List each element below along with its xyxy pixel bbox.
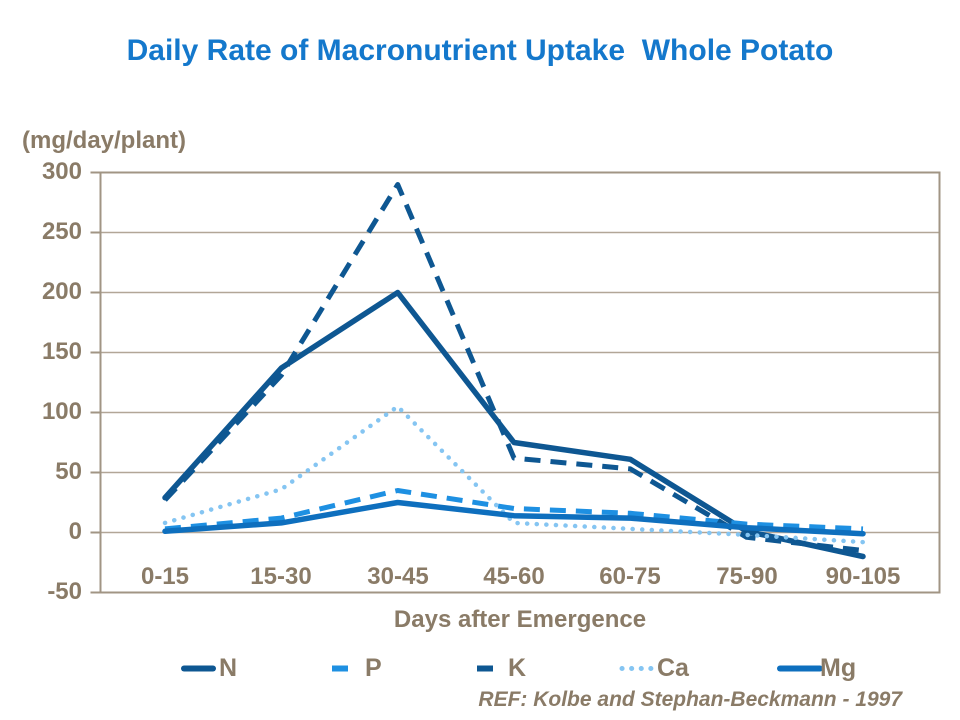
legend-label-mg: Mg [820,654,857,682]
y-tick-label: -50 [47,578,82,605]
legend-label-p: P [365,654,382,682]
chart-title: Daily Rate of Macronutrient Uptake Whole… [126,34,834,67]
x-tick-label: 30-45 [367,563,429,590]
x-tick-label: 15-30 [250,563,312,590]
y-tick-label: 50 [55,458,82,485]
legend-label-n: N [219,654,238,682]
y-tick-label: 250 [41,218,82,245]
y-tick-label: 100 [41,398,82,425]
y-tick-label: 0 [68,518,82,545]
y-tick-label: 200 [41,278,82,305]
reference-text: REF: Kolbe and Stephan-Beckmann - 1997 [478,688,902,711]
x-tick-label: 60-75 [599,563,661,590]
y-axis-unit-label: (mg/day/plant) [22,127,187,154]
y-tick-label: 150 [41,338,82,365]
x-tick-label: 90-105 [825,563,901,590]
x-tick-label: 75-90 [716,563,778,590]
x-axis-title: Days after Emergence [393,606,647,633]
legend-label-ca: Ca [657,654,689,682]
y-tick-label: 300 [41,158,82,185]
x-tick-label: 45-60 [483,563,545,590]
legend-label-k: K [508,654,527,682]
x-tick-label: 0-15 [140,563,190,590]
